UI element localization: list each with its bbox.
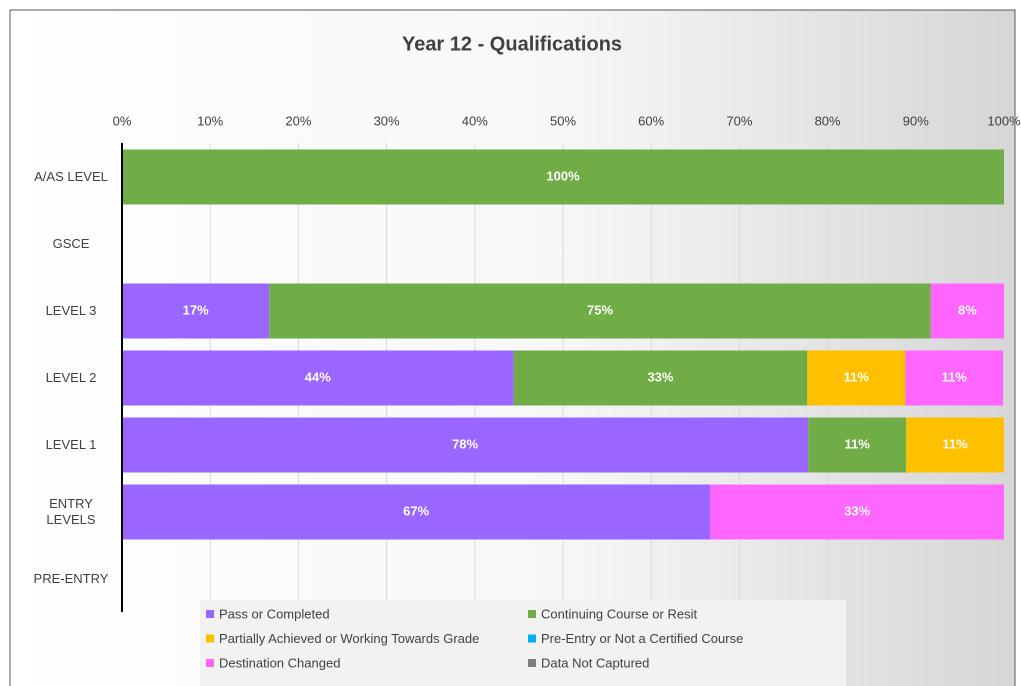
y-tick-label: GSCE bbox=[52, 236, 90, 251]
legend-label: Pre-Entry or Not a Certified Course bbox=[541, 631, 743, 646]
bar-segment bbox=[710, 484, 1004, 540]
legend-swatch bbox=[528, 634, 536, 643]
data-label: 78% bbox=[452, 436, 478, 451]
legend-swatch bbox=[528, 659, 536, 667]
data-label: 100% bbox=[546, 168, 580, 183]
bar-segment bbox=[905, 350, 1004, 406]
data-label: 11% bbox=[844, 436, 870, 451]
x-tick-label: 10% bbox=[197, 113, 223, 128]
data-label: 11% bbox=[942, 436, 968, 451]
legend-swatch bbox=[528, 610, 536, 618]
bar-segment bbox=[930, 283, 1004, 339]
legend-label: Pass or Completed bbox=[219, 606, 330, 621]
y-tick-label: ENTRY LEVELS bbox=[46, 496, 96, 527]
data-label: 17% bbox=[183, 302, 209, 317]
x-tick-label: 60% bbox=[638, 113, 664, 128]
y-tick-label: LEVEL 3 bbox=[45, 303, 97, 318]
data-label: 33% bbox=[647, 369, 673, 384]
data-label: 33% bbox=[844, 503, 870, 518]
x-tick-label: 50% bbox=[550, 113, 576, 128]
legend-swatch bbox=[206, 659, 214, 667]
bar-segment bbox=[122, 417, 809, 473]
data-label: 75% bbox=[587, 302, 613, 317]
legend-swatch bbox=[206, 610, 214, 618]
x-tick-label: 90% bbox=[903, 113, 929, 128]
bar-segment bbox=[122, 350, 514, 406]
y-tick-label: LEVEL 1 bbox=[45, 437, 97, 452]
y-tick-label: PRE-ENTRY bbox=[33, 571, 109, 586]
bar-segment bbox=[906, 417, 1004, 473]
bar-segment bbox=[122, 283, 270, 339]
bar-segment bbox=[808, 417, 907, 473]
legend-label: Partially Achieved or Working Towards Gr… bbox=[219, 631, 479, 646]
y-tick-label: A/AS LEVEL bbox=[34, 169, 108, 184]
legend-swatch bbox=[206, 634, 214, 643]
legend-box bbox=[200, 600, 846, 686]
legend-label: Destination Changed bbox=[219, 655, 340, 670]
data-label: 11% bbox=[942, 369, 968, 384]
chart-title: Year 12 - Qualifications bbox=[402, 33, 622, 55]
bar-segment bbox=[122, 484, 711, 540]
data-label: 8% bbox=[958, 302, 977, 317]
y-tick-label: LEVEL 2 bbox=[45, 370, 97, 385]
data-label: 44% bbox=[305, 369, 331, 384]
data-label: 67% bbox=[403, 503, 429, 518]
x-tick-label: 100% bbox=[987, 113, 1021, 128]
x-tick-label: 30% bbox=[374, 113, 400, 128]
legend-label: Data Not Captured bbox=[541, 655, 649, 670]
bar-segment bbox=[122, 149, 1004, 205]
bar-segment bbox=[513, 350, 808, 406]
data-label: 11% bbox=[844, 369, 870, 384]
x-tick-label: 20% bbox=[285, 113, 311, 128]
legend-label: Continuing Course or Resit bbox=[541, 606, 697, 621]
bar-segment bbox=[807, 350, 906, 406]
bar-segment bbox=[269, 283, 931, 339]
chart-area bbox=[9, 9, 1016, 686]
x-tick-label: 40% bbox=[462, 113, 488, 128]
x-tick-label: 70% bbox=[726, 113, 752, 128]
x-tick-label: 80% bbox=[815, 113, 841, 128]
x-tick-label: 0% bbox=[113, 113, 132, 128]
